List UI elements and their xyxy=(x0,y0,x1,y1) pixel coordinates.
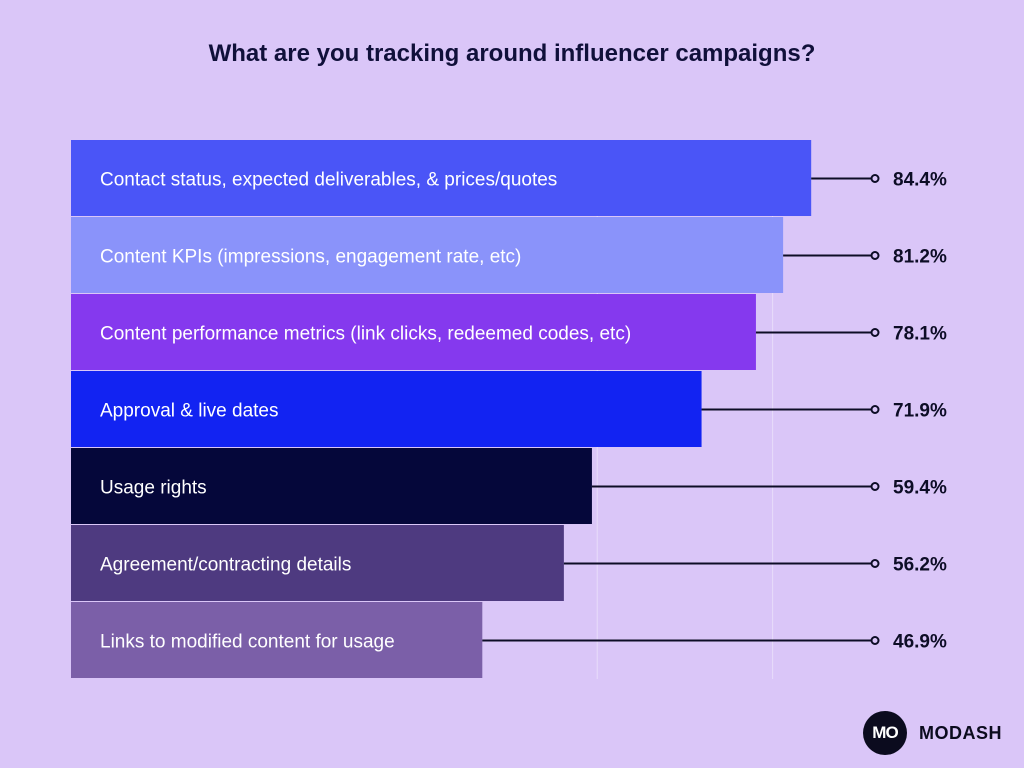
bar-label-1: Contact status, expected deliverables, &… xyxy=(100,170,557,191)
brand-name: MODASH xyxy=(919,722,1002,743)
bar-5 xyxy=(71,448,592,524)
value-label-7: 46.9% xyxy=(893,632,947,653)
bar-label-5: Usage rights xyxy=(100,478,207,499)
bar-label-2: Content KPIs (impressions, engagement ra… xyxy=(100,247,521,268)
modash-logo-icon: MO xyxy=(863,711,907,755)
bar-label-6: Agreement/contracting details xyxy=(100,555,351,576)
value-label-2: 81.2% xyxy=(893,247,947,268)
bar-2 xyxy=(71,217,784,293)
bar-4 xyxy=(71,371,702,447)
value-label-4: 71.9% xyxy=(893,401,947,422)
value-label-5: 59.4% xyxy=(893,478,947,499)
leader-dot-1 xyxy=(870,174,880,183)
leader-dot-5 xyxy=(870,482,880,491)
brand-footer: MO MODASH xyxy=(863,711,1002,755)
leader-dot-3 xyxy=(870,328,880,337)
leader-dot-4 xyxy=(870,405,880,414)
bar-label-7: Links to modified content for usage xyxy=(100,632,395,653)
value-label-1: 84.4% xyxy=(893,170,947,191)
bar-6 xyxy=(71,525,564,601)
value-label-6: 56.2% xyxy=(893,555,947,576)
bar-7 xyxy=(71,602,483,678)
bar-3 xyxy=(71,294,756,370)
leader-dot-2 xyxy=(870,251,880,260)
bar-label-3: Content performance metrics (link clicks… xyxy=(100,324,631,345)
leader-dot-6 xyxy=(870,559,880,568)
chart-title: What are you tracking around influencer … xyxy=(208,40,816,67)
value-label-3: 78.1% xyxy=(893,324,947,345)
bar-label-4: Approval & live dates xyxy=(100,401,279,422)
bar-chart: Contact status, expected deliverables, &… xyxy=(71,140,947,679)
leader-dot-7 xyxy=(870,636,880,645)
bar-1 xyxy=(71,140,812,216)
